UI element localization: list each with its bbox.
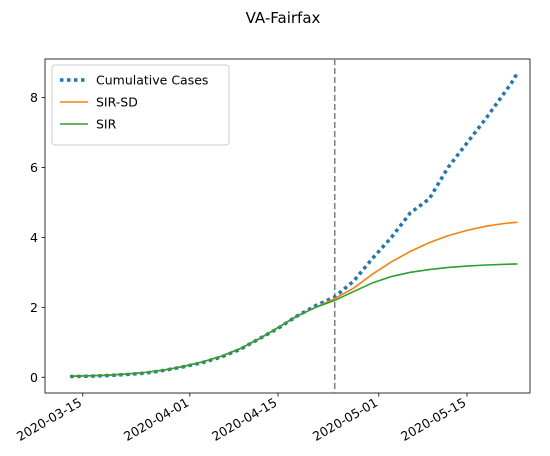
- legend-box: [51, 64, 230, 146]
- legend-label: SIR: [96, 117, 117, 132]
- x-tick-label: 2020-03-15: [14, 395, 84, 444]
- legend-label: Cumulative Cases: [96, 73, 208, 88]
- x-tick-label: 2020-05-15: [398, 395, 468, 444]
- x-tick-label: 2020-05-01: [310, 395, 380, 444]
- y-tick-label: 2: [30, 300, 38, 315]
- legend: Cumulative Cases SIR-SD SIR: [51, 64, 230, 146]
- y-tick-label: 8: [30, 90, 38, 105]
- axes-frame: [44, 58, 531, 394]
- series-line-sir-sd: [70, 221, 518, 378]
- chart-title: VA-Fairfax: [246, 9, 321, 27]
- series-line-sir: [70, 263, 518, 378]
- y-tick-label: 4: [30, 230, 38, 245]
- y-tick-label: 0: [30, 370, 38, 385]
- x-tick-label: 2020-04-15: [209, 395, 279, 444]
- x-tick-label: 2020-04-01: [121, 395, 191, 444]
- y-tick-label: 6: [30, 160, 38, 175]
- legend-label: SIR-SD: [96, 95, 138, 110]
